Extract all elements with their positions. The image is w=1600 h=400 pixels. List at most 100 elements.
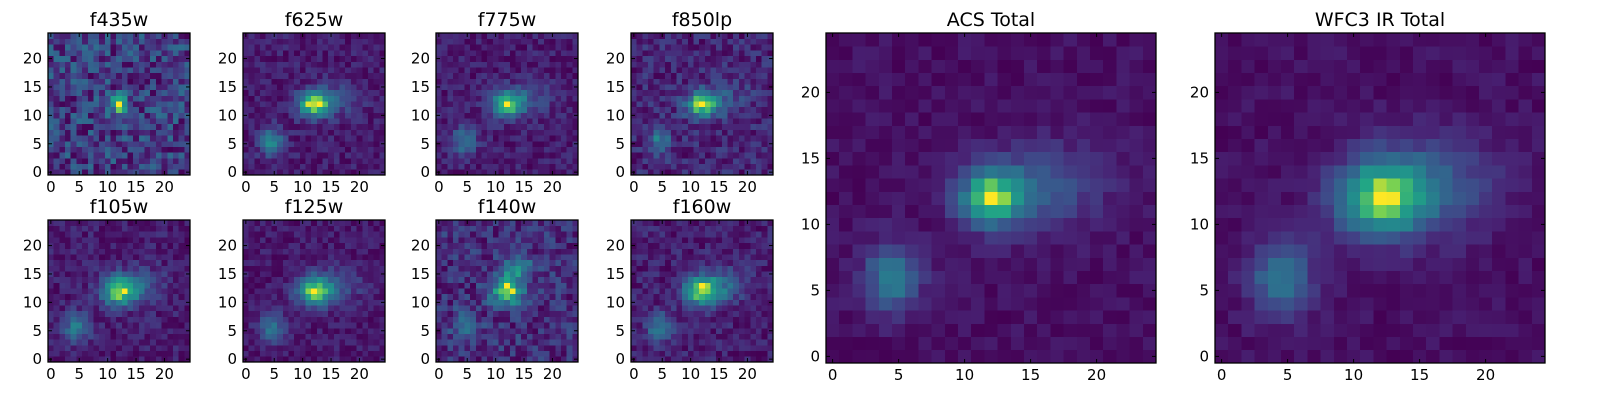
heatmap-cell — [538, 157, 545, 164]
heatmap-cell — [362, 282, 369, 289]
heatmap-cell — [70, 112, 77, 119]
heatmap-cell — [755, 55, 762, 62]
heatmap-cell — [636, 33, 643, 40]
heatmap-cell — [727, 33, 734, 40]
heatmap-cell — [172, 129, 179, 136]
heatmap-cell — [288, 356, 295, 363]
heatmap-cell — [288, 276, 295, 283]
heatmap-cell — [699, 356, 706, 363]
heatmap-cell — [504, 333, 511, 340]
heatmap-cell — [367, 157, 374, 164]
heatmap-cell — [532, 271, 539, 278]
heatmap-cell — [150, 237, 157, 244]
heatmap-cell — [65, 231, 72, 238]
heatmap-cell — [76, 248, 83, 255]
y-tick-label: 15 — [23, 78, 42, 96]
heatmap-cell — [642, 157, 649, 164]
heatmap-cell — [345, 356, 352, 363]
heatmap-cell — [70, 310, 77, 317]
heatmap-cell — [498, 129, 505, 136]
heatmap-cell — [727, 106, 734, 113]
heatmap-cell — [367, 33, 374, 40]
heatmap-cell — [144, 265, 151, 272]
heatmap-cell — [481, 265, 488, 272]
heatmap-cell — [543, 305, 550, 312]
heatmap-cell — [447, 33, 454, 40]
heatmap-cell — [282, 78, 289, 85]
heatmap-cell — [521, 95, 528, 102]
heatmap-cell — [311, 140, 318, 147]
heatmap-cell — [504, 220, 511, 227]
heatmap-cell — [670, 152, 677, 159]
heatmap-cell — [538, 350, 545, 357]
heatmap-cell — [504, 293, 511, 300]
heatmap-cell — [178, 89, 185, 96]
heatmap-cell — [265, 101, 272, 108]
heatmap-cell — [716, 327, 723, 334]
heatmap-cell — [362, 123, 369, 130]
heatmap-cell — [316, 259, 323, 266]
heatmap-cell — [59, 146, 66, 153]
heatmap-cell — [53, 112, 60, 119]
heatmap-cell — [167, 225, 174, 232]
heatmap-cell — [271, 78, 278, 85]
heatmap-cell — [441, 129, 448, 136]
heatmap-cell — [538, 84, 545, 91]
heatmap-cell — [70, 169, 77, 176]
heatmap-cell — [379, 72, 386, 79]
heatmap-cell — [687, 333, 694, 340]
heatmap-cell — [294, 316, 301, 323]
heatmap-cell — [184, 254, 191, 261]
heatmap-cell — [509, 293, 516, 300]
heatmap-cell — [676, 163, 683, 170]
heatmap-cell — [70, 265, 77, 272]
heatmap-cell — [322, 225, 329, 232]
heatmap-cell — [487, 135, 494, 142]
heatmap-cell — [555, 276, 562, 283]
heatmap-cell — [305, 265, 312, 272]
heatmap-cell — [265, 327, 272, 334]
heatmap-cell — [350, 146, 357, 153]
heatmap-cell — [316, 271, 323, 278]
heatmap-cell — [243, 316, 250, 323]
heatmap-cell — [82, 259, 89, 266]
heatmap-cell — [642, 288, 649, 295]
heatmap-cell — [693, 146, 700, 153]
heatmap-cell — [498, 339, 505, 346]
heatmap-cell — [767, 135, 774, 142]
heatmap-cell — [538, 95, 545, 102]
heatmap-cell — [48, 106, 55, 113]
heatmap-cell — [178, 101, 185, 108]
heatmap-cell — [248, 322, 255, 329]
heatmap-cell — [260, 305, 267, 312]
heatmap-cell — [339, 61, 346, 68]
heatmap-cell — [99, 95, 106, 102]
heatmap-cell — [693, 61, 700, 68]
heatmap-cell — [543, 55, 550, 62]
heatmap-cell — [515, 89, 522, 96]
heatmap-cell — [155, 112, 162, 119]
heatmap-cell — [155, 44, 162, 51]
heatmap-cell — [127, 322, 134, 329]
heatmap-cell — [328, 129, 335, 136]
heatmap-cell — [665, 67, 672, 74]
heatmap-cell — [345, 140, 352, 147]
heatmap-cell — [733, 55, 740, 62]
heatmap-cell — [172, 356, 179, 363]
heatmap-cell — [699, 50, 706, 57]
heatmap-cell — [665, 140, 672, 147]
heatmap-cell — [636, 129, 643, 136]
heatmap-cell — [504, 322, 511, 329]
heatmap-cell — [248, 67, 255, 74]
heatmap-cell — [515, 327, 522, 334]
heatmap-cell — [254, 231, 261, 238]
heatmap-cell — [509, 288, 516, 295]
heatmap-cell — [750, 89, 757, 96]
heatmap-cell — [481, 118, 488, 125]
heatmap-cell — [161, 44, 168, 51]
heatmap-cell — [328, 61, 335, 68]
heatmap-cell — [373, 33, 380, 40]
heatmap-cell — [322, 140, 329, 147]
heatmap-cell — [316, 169, 323, 176]
heatmap-cell — [447, 101, 454, 108]
